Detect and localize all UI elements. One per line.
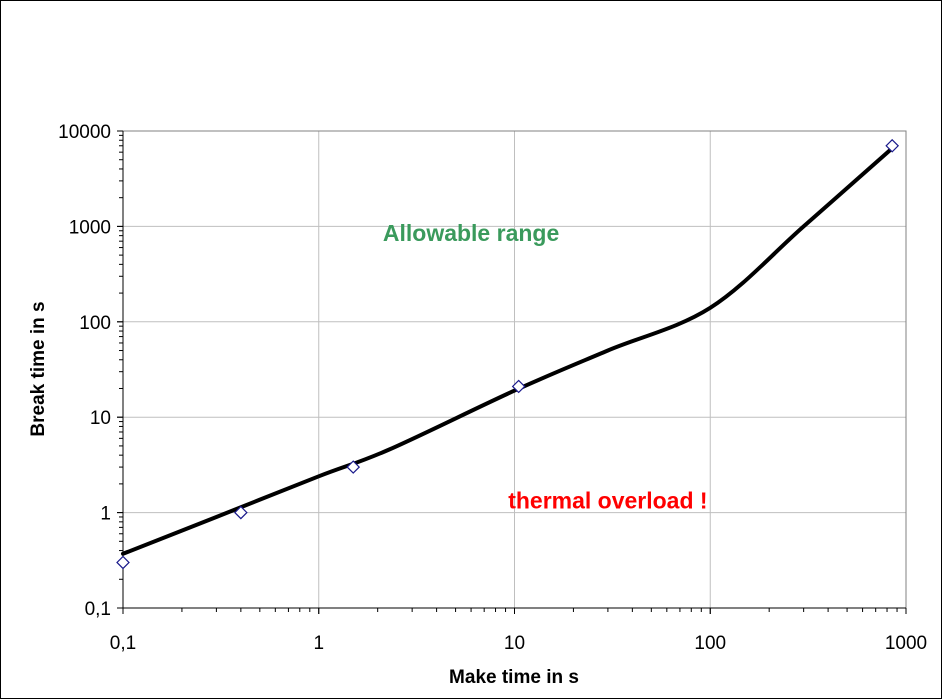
x-tick-label: 10 bbox=[504, 633, 525, 654]
x-tick-label: 1 bbox=[313, 633, 324, 654]
x-axis-label: Make time in s bbox=[449, 667, 579, 688]
data-points bbox=[116, 138, 900, 570]
y-tick-label: 0,1 bbox=[85, 599, 111, 620]
annotation-text: thermal overload ! bbox=[508, 488, 707, 514]
annotation-text: Allowable range bbox=[383, 220, 559, 246]
y-tick-label: 10 bbox=[90, 408, 111, 429]
y-axis-label: Break time in s bbox=[28, 301, 49, 436]
curve-line bbox=[121, 146, 895, 556]
fit-curve bbox=[121, 146, 895, 556]
x-tick-label: 1000 bbox=[885, 633, 927, 654]
y-tick-label: 1 bbox=[100, 504, 111, 525]
y-tick-label: 100 bbox=[79, 313, 111, 334]
grid bbox=[123, 131, 906, 608]
y-tick-label: 1000 bbox=[69, 217, 111, 238]
y-tick-label: 10000 bbox=[58, 122, 111, 143]
data-point bbox=[234, 505, 248, 520]
data-point bbox=[885, 138, 900, 153]
tick-labels: 0,1 1 10 100 1000 0,1 1 10 100 1000 10000 bbox=[58, 122, 927, 654]
data-point bbox=[116, 555, 130, 570]
x-tick-label: 100 bbox=[694, 633, 726, 654]
data-point bbox=[511, 379, 526, 394]
x-tick-label: 0,1 bbox=[110, 633, 136, 654]
axes bbox=[117, 130, 907, 614]
annotations: Allowable range thermal overload ! bbox=[383, 220, 708, 513]
data-point bbox=[346, 460, 361, 474]
